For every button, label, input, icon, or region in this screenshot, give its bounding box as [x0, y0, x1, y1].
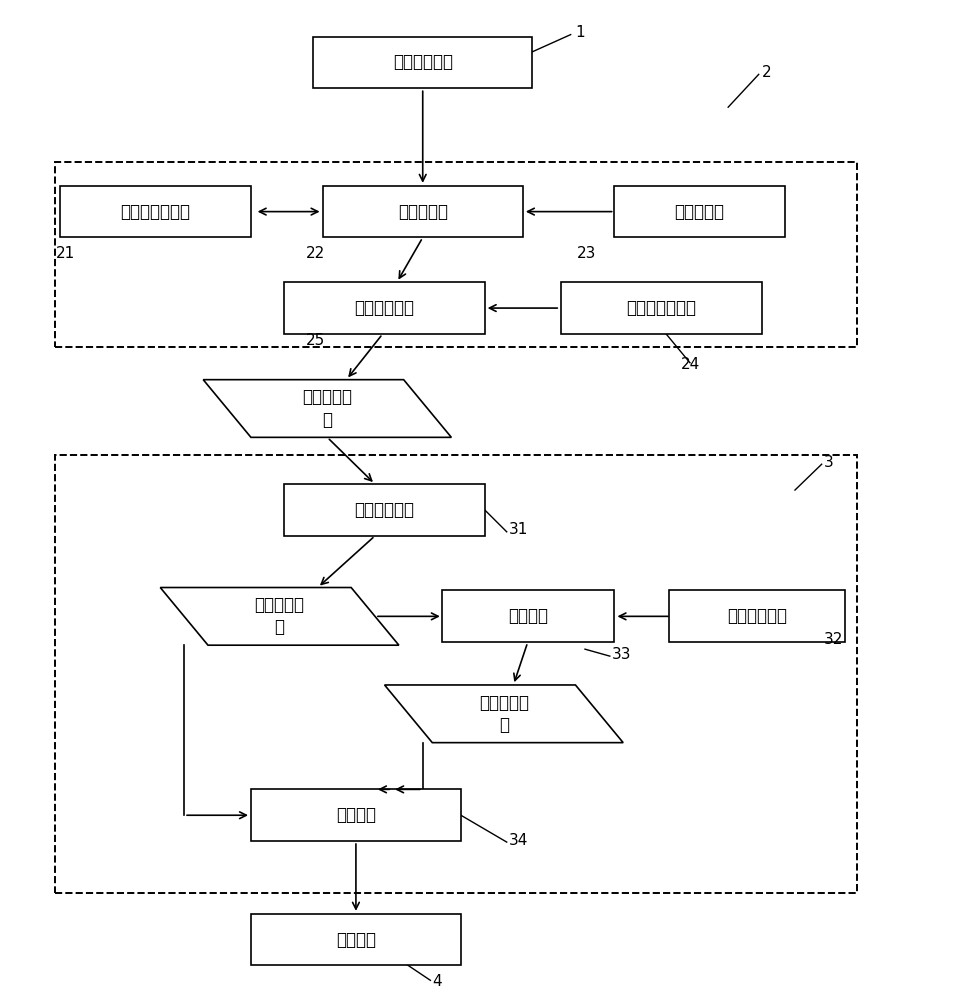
Text: 加工工艺清
单: 加工工艺清 单 [254, 596, 304, 636]
Text: 1: 1 [575, 25, 585, 40]
FancyBboxPatch shape [442, 590, 613, 642]
FancyBboxPatch shape [251, 789, 461, 841]
Text: 32: 32 [824, 632, 843, 647]
Text: 34: 34 [509, 833, 528, 848]
Polygon shape [204, 380, 451, 437]
Text: 4: 4 [432, 974, 442, 989]
Text: 数据库检索: 数据库检索 [397, 203, 447, 221]
Text: 程序生成: 程序生成 [336, 806, 376, 824]
Text: 刀具存储列表: 刀具存储列表 [727, 607, 787, 625]
Text: 程序存储: 程序存储 [336, 931, 376, 949]
Text: 21: 21 [57, 246, 76, 261]
Text: 加工刀具清
单: 加工刀具清 单 [479, 694, 529, 734]
FancyBboxPatch shape [562, 282, 761, 334]
Text: 31: 31 [509, 522, 528, 537]
FancyBboxPatch shape [284, 484, 485, 536]
Polygon shape [160, 588, 398, 645]
Text: 33: 33 [612, 647, 632, 662]
Text: 24: 24 [681, 357, 700, 372]
Text: 25: 25 [306, 333, 325, 348]
Text: 23: 23 [577, 246, 597, 261]
FancyBboxPatch shape [313, 37, 533, 88]
FancyBboxPatch shape [668, 590, 845, 642]
Text: 图号输入模块: 图号输入模块 [393, 53, 453, 71]
Text: 结构拆分单元: 结构拆分单元 [354, 299, 415, 317]
Text: 2: 2 [761, 65, 771, 80]
Text: 3: 3 [824, 455, 833, 470]
FancyBboxPatch shape [613, 186, 785, 237]
Text: 地址表存储: 地址表存储 [675, 203, 725, 221]
Text: 图纸存储数据库: 图纸存储数据库 [121, 203, 190, 221]
FancyBboxPatch shape [251, 914, 461, 965]
Polygon shape [385, 685, 623, 743]
FancyBboxPatch shape [60, 186, 251, 237]
FancyBboxPatch shape [284, 282, 485, 334]
Text: 零件结构清
单: 零件结构清 单 [302, 388, 352, 429]
FancyBboxPatch shape [323, 186, 523, 237]
Text: 22: 22 [306, 246, 325, 261]
Text: 自动工艺编排: 自动工艺编排 [354, 501, 415, 519]
Text: 刀具选择: 刀具选择 [508, 607, 548, 625]
Text: 结构模型表单元: 结构模型表单元 [626, 299, 696, 317]
